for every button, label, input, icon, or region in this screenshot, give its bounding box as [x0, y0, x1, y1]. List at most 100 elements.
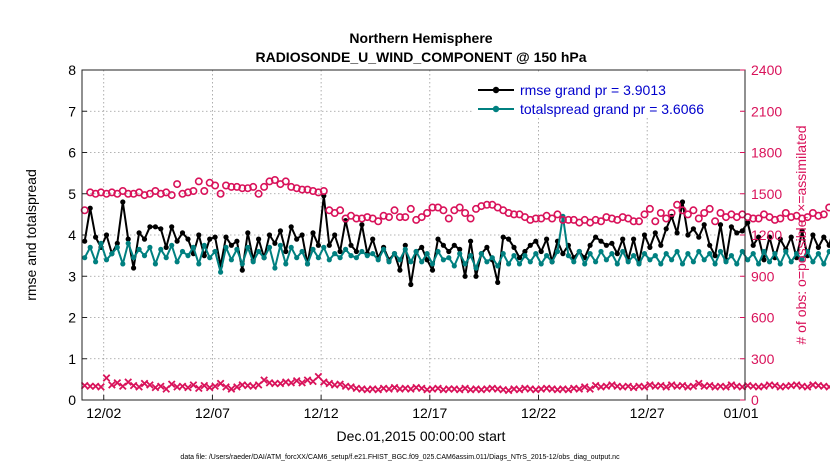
- rmse-point: [245, 230, 251, 236]
- rmse-point: [82, 238, 88, 244]
- obs-possible-point: [596, 217, 605, 226]
- obs-assimilated-point: [727, 381, 736, 389]
- obs-assimilated-point: [385, 385, 393, 393]
- obs-assimilated-point: [211, 382, 219, 391]
- rmse-point: [609, 240, 615, 246]
- obs-assimilated-point: [233, 383, 241, 391]
- y2-tick-label: 1500: [751, 186, 782, 202]
- obs-assimilated-point: [108, 381, 116, 389]
- totalspread-point: [701, 257, 707, 263]
- rmse-point: [120, 199, 126, 205]
- totalspread-point: [756, 261, 762, 267]
- obs-possible-point: [678, 206, 687, 215]
- obs-assimilated-point: [336, 380, 344, 389]
- totalspread-point: [745, 257, 751, 263]
- totalspread-point: [669, 257, 675, 263]
- rmse-point: [272, 240, 278, 246]
- obs-assimilated-point: [803, 383, 812, 391]
- x-tick-label: 12/02: [86, 405, 121, 421]
- rmse-point: [685, 232, 691, 238]
- totalspread-point: [495, 263, 501, 269]
- rmse-point: [256, 236, 262, 242]
- obs-assimilated-point: [151, 383, 160, 392]
- obs-assimilated-point: [298, 378, 306, 387]
- rmse-point: [228, 242, 234, 248]
- obs-assimilated-point: [205, 383, 214, 392]
- totalspread-point: [511, 253, 517, 259]
- totalspread-point: [386, 259, 392, 265]
- totalspread-point: [185, 253, 191, 259]
- totalspread-point: [734, 261, 740, 267]
- rmse-point: [614, 251, 620, 257]
- obs-assimilated-point: [194, 384, 203, 393]
- obs-assimilated-point: [325, 379, 334, 388]
- obs-possible-point: [629, 217, 638, 226]
- rmse-point: [310, 230, 316, 236]
- rmse-point: [402, 242, 408, 248]
- rmse-point: [353, 248, 359, 255]
- rmse-point: [332, 232, 338, 238]
- totalspread-point: [641, 251, 648, 257]
- obs-assimilated-point: [602, 382, 611, 391]
- totalspread-point: [777, 261, 783, 267]
- totalspread-point: [125, 240, 131, 246]
- obs-assimilated-point: [575, 385, 584, 393]
- totalspread-point: [332, 251, 338, 257]
- obs-possible-point: [254, 189, 263, 198]
- rmse-point: [408, 281, 414, 288]
- obs-assimilated-point: [303, 376, 312, 384]
- y-tick-label: 0: [68, 392, 76, 408]
- obs-assimilated-point: [656, 381, 665, 390]
- x-tick-label: 12/22: [521, 405, 556, 421]
- rmse-point: [538, 248, 544, 255]
- totalspread-point: [283, 261, 289, 267]
- totalspread-point: [277, 242, 283, 248]
- obs-assimilated-point: [222, 383, 230, 391]
- totalspread-point: [565, 253, 572, 259]
- rmse-point: [826, 242, 830, 248]
- totalspread-point: [516, 261, 523, 267]
- obs-possible-point: [651, 217, 660, 226]
- obs-possible-point: [439, 206, 448, 215]
- totalspread-point: [631, 253, 637, 259]
- y2-tick-label: 900: [751, 268, 775, 284]
- totalspread-point: [87, 244, 93, 250]
- rmse-point: [429, 267, 436, 273]
- obs-assimilated-point: [406, 385, 415, 393]
- x-tick-label: 12/27: [630, 405, 665, 421]
- totalspread-point: [408, 259, 414, 265]
- rmse-point: [337, 248, 343, 255]
- obs-assimilated-point: [184, 383, 192, 392]
- legend-spread-marker: [492, 105, 500, 113]
- totalspread-point: [147, 244, 153, 250]
- obs-assimilated-point: [249, 382, 258, 391]
- rmse-point: [136, 230, 142, 236]
- rmse-point: [147, 224, 153, 230]
- obs-assimilated-point: [580, 383, 589, 391]
- totalspread-point: [223, 244, 229, 250]
- y-tick-label: 4: [68, 227, 76, 243]
- totalspread-point: [381, 246, 387, 252]
- rmse-point: [701, 222, 707, 228]
- obs-possible-point: [466, 214, 475, 223]
- totalspread-point: [484, 259, 490, 265]
- legend-rmse-marker: [492, 86, 500, 94]
- rmse-point: [435, 236, 441, 242]
- rmse-point: [326, 242, 332, 248]
- totalspread-point: [707, 251, 713, 257]
- totalspread-point: [353, 255, 359, 261]
- chart-subtitle: RADIOSONDE_U_WIND_COMPONENT @ 150 hPa: [255, 49, 586, 65]
- rmse-point: [207, 236, 213, 242]
- obs-assimilated-point: [146, 381, 154, 389]
- totalspread-point: [554, 248, 561, 255]
- legend-box: [472, 74, 740, 118]
- totalspread-point: [109, 251, 115, 257]
- rmse-point: [315, 242, 321, 248]
- rmse-point: [87, 205, 93, 211]
- rmse-point: [788, 234, 794, 240]
- rmse-point: [419, 244, 425, 250]
- obs-assimilated-point: [167, 380, 176, 389]
- obs-possible-point: [395, 213, 404, 222]
- rmse-point: [294, 236, 300, 242]
- totalspread-point: [397, 257, 403, 263]
